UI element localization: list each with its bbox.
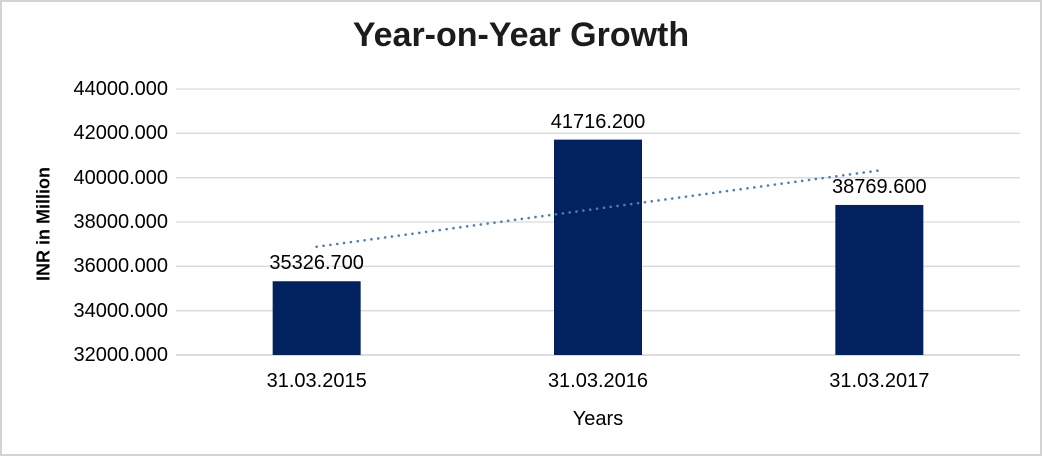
y-tick-label: 36000.000 — [73, 255, 168, 278]
bar-data-label: 41716.200 — [550, 110, 646, 133]
bar-data-label: 38769.600 — [832, 175, 927, 198]
y-tick-label: 38000.000 — [73, 211, 168, 233]
x-tick-label: 31.03.2016 — [547, 370, 649, 392]
x-axis-title: Years — [572, 408, 624, 430]
bar-data-label: 35326.700 — [269, 252, 364, 275]
chart-title: Year-on-Year Growth — [352, 16, 690, 54]
bar — [554, 139, 642, 355]
y-tick-label: 40000.000 — [73, 166, 168, 189]
trendline — [315, 169, 881, 249]
y-tick-label: 34000.000 — [73, 299, 168, 322]
x-tick-label: 31.03.2017 — [829, 370, 930, 392]
y-tick-label: 44000.000 — [73, 78, 168, 100]
x-tick-label: 31.03.2015 — [266, 370, 367, 392]
y-tick-label: 32000.000 — [73, 344, 168, 366]
y-tick-label: 42000.000 — [73, 122, 168, 145]
bar — [835, 204, 924, 355]
bar — [272, 281, 361, 355]
